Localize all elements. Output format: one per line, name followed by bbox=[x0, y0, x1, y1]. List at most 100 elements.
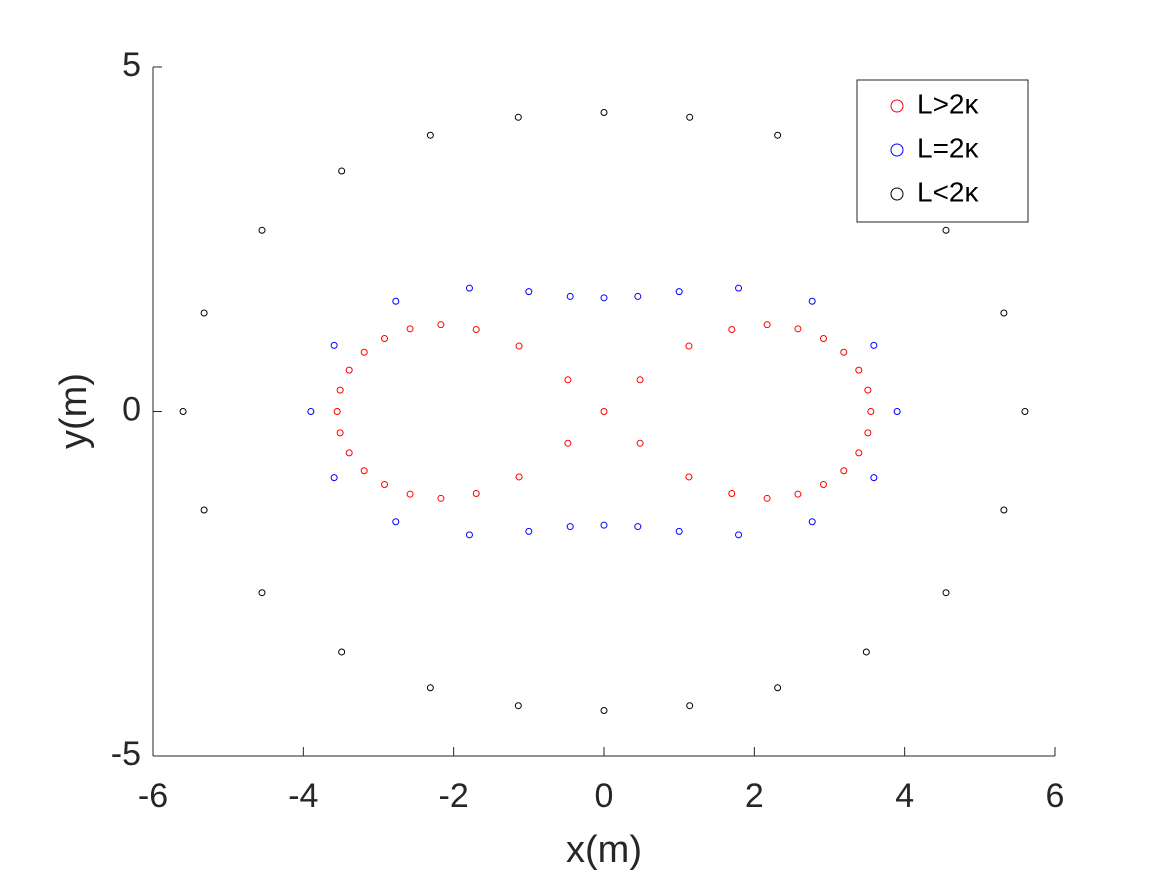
point bbox=[1000, 506, 1008, 514]
point bbox=[336, 386, 344, 394]
point bbox=[794, 490, 802, 498]
x-tick-label: 0 bbox=[595, 777, 614, 815]
x-tick-label: -6 bbox=[138, 777, 168, 815]
point bbox=[360, 348, 368, 356]
legend-label: L=2κ bbox=[917, 132, 979, 163]
legend-label: L>2κ bbox=[917, 88, 979, 119]
point bbox=[728, 489, 736, 497]
point bbox=[406, 325, 414, 333]
point bbox=[942, 589, 950, 597]
point bbox=[200, 309, 208, 317]
point bbox=[333, 408, 341, 415]
point bbox=[381, 334, 389, 342]
point bbox=[258, 589, 266, 597]
point bbox=[728, 326, 736, 334]
point bbox=[808, 518, 816, 526]
legend-marker bbox=[890, 187, 904, 201]
point bbox=[774, 684, 782, 692]
legend-marker bbox=[890, 99, 904, 113]
point bbox=[345, 366, 353, 374]
point bbox=[862, 648, 870, 656]
point bbox=[338, 167, 346, 175]
x-tick-label: -4 bbox=[288, 777, 318, 815]
point bbox=[600, 294, 608, 302]
x-tick-label: 4 bbox=[895, 777, 914, 815]
point bbox=[465, 284, 473, 292]
point bbox=[685, 473, 693, 481]
point bbox=[514, 113, 522, 121]
point bbox=[634, 523, 642, 531]
y-tick-label: 5 bbox=[122, 46, 141, 84]
point bbox=[566, 292, 574, 300]
point bbox=[636, 439, 644, 447]
y-tick-label: 0 bbox=[122, 390, 141, 428]
point bbox=[564, 439, 572, 447]
point bbox=[600, 707, 608, 715]
x-tick-label: -2 bbox=[439, 777, 469, 815]
point bbox=[472, 489, 480, 497]
y-axis-label: y(m) bbox=[53, 373, 95, 449]
point bbox=[819, 481, 827, 489]
point bbox=[1021, 408, 1029, 415]
point bbox=[426, 131, 434, 139]
point bbox=[360, 467, 368, 475]
point bbox=[774, 131, 782, 139]
point bbox=[855, 449, 863, 457]
y-tick-label: -5 bbox=[111, 735, 141, 773]
point bbox=[855, 366, 863, 374]
point bbox=[634, 292, 642, 300]
point bbox=[636, 376, 644, 384]
point bbox=[392, 518, 400, 526]
point bbox=[336, 429, 344, 437]
point bbox=[515, 342, 523, 350]
point bbox=[564, 376, 572, 384]
point bbox=[808, 297, 816, 305]
legend-marker bbox=[890, 143, 904, 157]
point bbox=[685, 342, 693, 350]
point bbox=[566, 523, 574, 531]
legend-label: L<2κ bbox=[917, 176, 979, 207]
point bbox=[330, 474, 338, 482]
point bbox=[307, 408, 315, 415]
point bbox=[675, 288, 683, 296]
point bbox=[200, 506, 208, 514]
point bbox=[330, 341, 338, 349]
point bbox=[406, 490, 414, 498]
point bbox=[735, 284, 743, 292]
point bbox=[893, 408, 901, 415]
point bbox=[465, 531, 473, 539]
x-tick-label: 2 bbox=[745, 777, 764, 815]
point bbox=[392, 297, 400, 305]
point bbox=[942, 226, 950, 234]
point bbox=[525, 288, 533, 296]
point bbox=[864, 386, 872, 394]
point bbox=[515, 473, 523, 481]
point bbox=[437, 321, 445, 329]
point bbox=[686, 113, 694, 121]
point bbox=[867, 408, 875, 415]
point bbox=[840, 348, 848, 356]
point bbox=[819, 334, 827, 342]
point bbox=[338, 648, 346, 656]
point bbox=[525, 527, 533, 535]
point bbox=[437, 494, 445, 502]
point bbox=[514, 702, 522, 710]
point bbox=[794, 325, 802, 333]
point bbox=[735, 531, 743, 539]
point bbox=[600, 521, 608, 529]
point bbox=[600, 408, 608, 415]
point bbox=[345, 449, 353, 457]
point bbox=[426, 684, 434, 692]
legend-box bbox=[856, 79, 1029, 223]
point bbox=[870, 341, 878, 349]
point bbox=[675, 527, 683, 535]
point bbox=[381, 481, 389, 489]
point bbox=[179, 408, 187, 415]
point bbox=[763, 494, 771, 502]
point bbox=[870, 474, 878, 482]
point bbox=[472, 326, 480, 334]
point bbox=[1000, 309, 1008, 317]
point bbox=[258, 226, 266, 234]
x-tick-label: 6 bbox=[1046, 777, 1065, 815]
